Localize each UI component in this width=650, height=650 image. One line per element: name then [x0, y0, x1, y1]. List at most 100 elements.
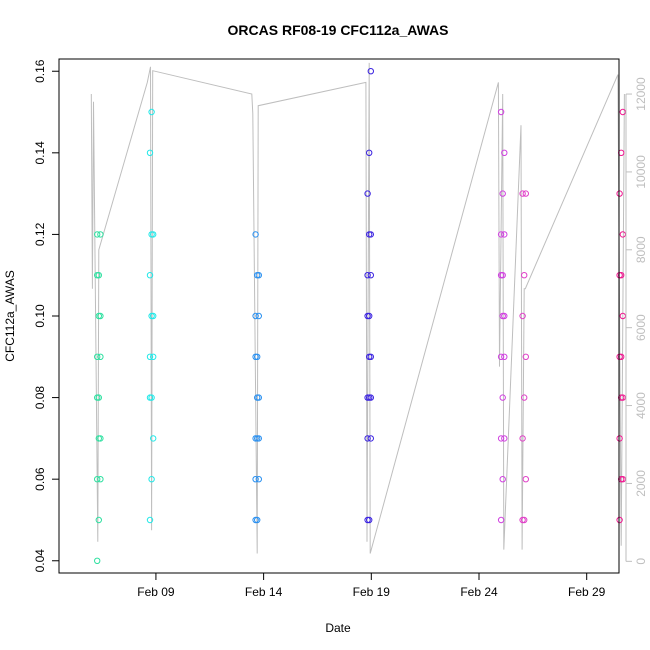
- y2-tick-label: 10000: [634, 155, 648, 189]
- data-point: [150, 312, 157, 320]
- data-point: [501, 353, 508, 360]
- data-point: [255, 394, 262, 401]
- data-point: [97, 353, 104, 360]
- data-point: [364, 190, 371, 197]
- x-tick-label: Feb 09: [137, 585, 175, 599]
- data-point: [499, 476, 506, 483]
- chart-title: ORCAS RF08-19 CFC112a_AWAS: [228, 22, 449, 38]
- data-point: [146, 272, 154, 279]
- data-point: [367, 435, 374, 442]
- data-point: [364, 435, 371, 442]
- data-point: [497, 435, 505, 442]
- data-point: [497, 108, 505, 116]
- data-point: [619, 231, 626, 238]
- data-point: [148, 108, 155, 116]
- data-point: [522, 353, 529, 360]
- data-point: [497, 231, 505, 238]
- data-point: [97, 312, 104, 320]
- series-RF09: [146, 108, 157, 524]
- data-point: [616, 435, 623, 442]
- y2-tick-label: 6000: [634, 314, 648, 341]
- x-tick-label: Feb 24: [460, 585, 498, 599]
- data-point: [150, 231, 157, 238]
- data-point: [94, 231, 101, 238]
- data-point: [501, 312, 508, 320]
- series-RF12: [497, 108, 508, 524]
- data-point: [522, 476, 529, 483]
- y2-tick-label: 12000: [634, 77, 648, 111]
- data-point: [364, 394, 371, 401]
- altitude-layer: [90, 62, 625, 554]
- data-point: [519, 312, 526, 320]
- y2-axis: 0 2000 4000 6000 8000 10000 12000: [625, 77, 648, 565]
- data-point: [367, 272, 374, 279]
- data-point: [521, 516, 528, 524]
- data-points-layer: [94, 68, 626, 564]
- data-point: [616, 190, 623, 197]
- data-point: [616, 516, 623, 524]
- data-point: [501, 435, 508, 442]
- data-point: [364, 272, 371, 279]
- data-point: [252, 231, 259, 238]
- data-point: [97, 476, 104, 483]
- data-point: [95, 394, 103, 401]
- data-point: [146, 353, 154, 360]
- data-point: [497, 516, 505, 524]
- data-point: [252, 476, 259, 483]
- x-axis-label: Date: [325, 621, 351, 635]
- data-point: [499, 394, 506, 401]
- data-point: [255, 272, 262, 279]
- data-point: [95, 272, 103, 279]
- data-point: [252, 312, 259, 320]
- series-RF08: [94, 231, 104, 564]
- data-point: [146, 516, 154, 524]
- data-point: [367, 68, 374, 75]
- data-point: [367, 231, 374, 238]
- data-point: [95, 516, 103, 524]
- data-point: [254, 353, 261, 360]
- data-point: [501, 231, 508, 238]
- data-point: [521, 394, 528, 401]
- data-point: [366, 312, 373, 320]
- altitude-line: [90, 62, 625, 554]
- data-point: [501, 149, 508, 157]
- y-tick-label: 0.12: [33, 222, 47, 246]
- data-point: [148, 394, 155, 401]
- data-point: [255, 312, 262, 320]
- x-axis: Feb 09 Feb 14 Feb 19 Feb 24 Feb 29: [137, 573, 606, 599]
- data-point: [150, 435, 157, 442]
- y-axis-label: CFC112a_AWAS: [3, 270, 17, 362]
- y-tick-label: 0.14: [33, 141, 47, 165]
- y-tick-label: 0.06: [33, 467, 47, 491]
- data-point: [94, 476, 101, 483]
- y-axis: 0.04 0.06 0.08 0.10 0.12 0.14 0.16: [33, 59, 59, 572]
- data-point: [97, 435, 104, 442]
- data-point: [366, 516, 373, 524]
- y-tick-label: 0.16: [33, 59, 47, 83]
- x-tick-label: Feb 19: [353, 585, 391, 599]
- y2-tick-label: 4000: [634, 392, 648, 419]
- data-point: [499, 190, 506, 197]
- y2-tick-label: 2000: [634, 470, 648, 497]
- data-point: [521, 272, 528, 279]
- data-point: [519, 190, 526, 197]
- data-point: [148, 476, 155, 483]
- y2-tick-label: 8000: [634, 236, 648, 263]
- x-tick-label: Feb 29: [568, 585, 606, 599]
- data-point: [255, 476, 262, 483]
- data-point: [367, 394, 374, 401]
- y-tick-label: 0.10: [33, 304, 47, 328]
- y-tick-label: 0.04: [33, 549, 47, 573]
- data-point: [522, 190, 529, 197]
- series-RF13: [519, 190, 529, 524]
- data-point: [94, 353, 101, 360]
- series-RF11: [364, 68, 374, 524]
- x-tick-label: Feb 14: [245, 585, 283, 599]
- data-point: [94, 557, 101, 564]
- y2-tick-label: 0: [634, 558, 648, 565]
- series-RF10: [252, 231, 262, 524]
- y-tick-label: 0.08: [33, 386, 47, 410]
- data-point: [150, 353, 157, 360]
- data-point: [255, 435, 262, 442]
